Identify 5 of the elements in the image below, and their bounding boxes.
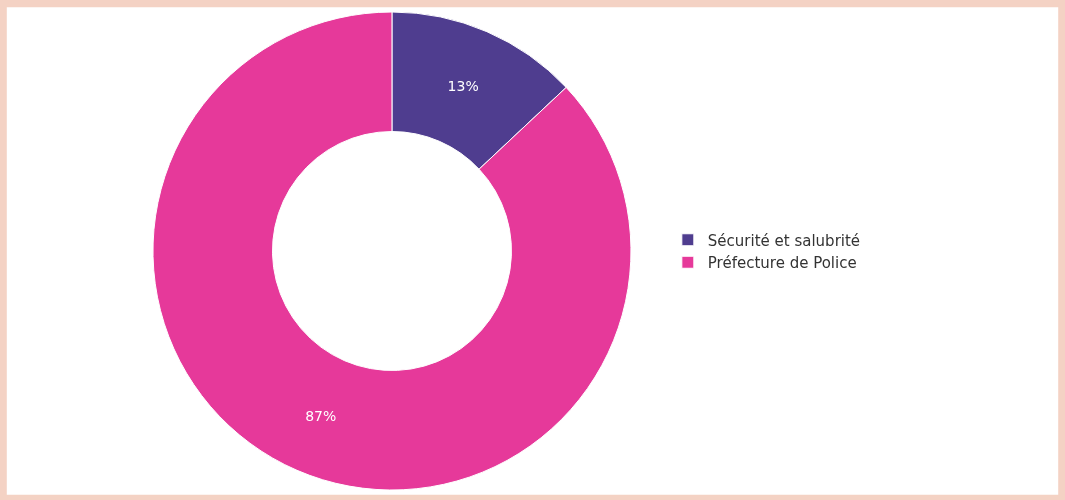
legend-label: Sécurité et salubrité [707, 231, 861, 250]
legend-label: Préfecture de Police [707, 254, 857, 273]
donut-slice [152, 11, 632, 491]
data-label: 87% [305, 407, 337, 424]
data-label: 13% [447, 78, 479, 95]
